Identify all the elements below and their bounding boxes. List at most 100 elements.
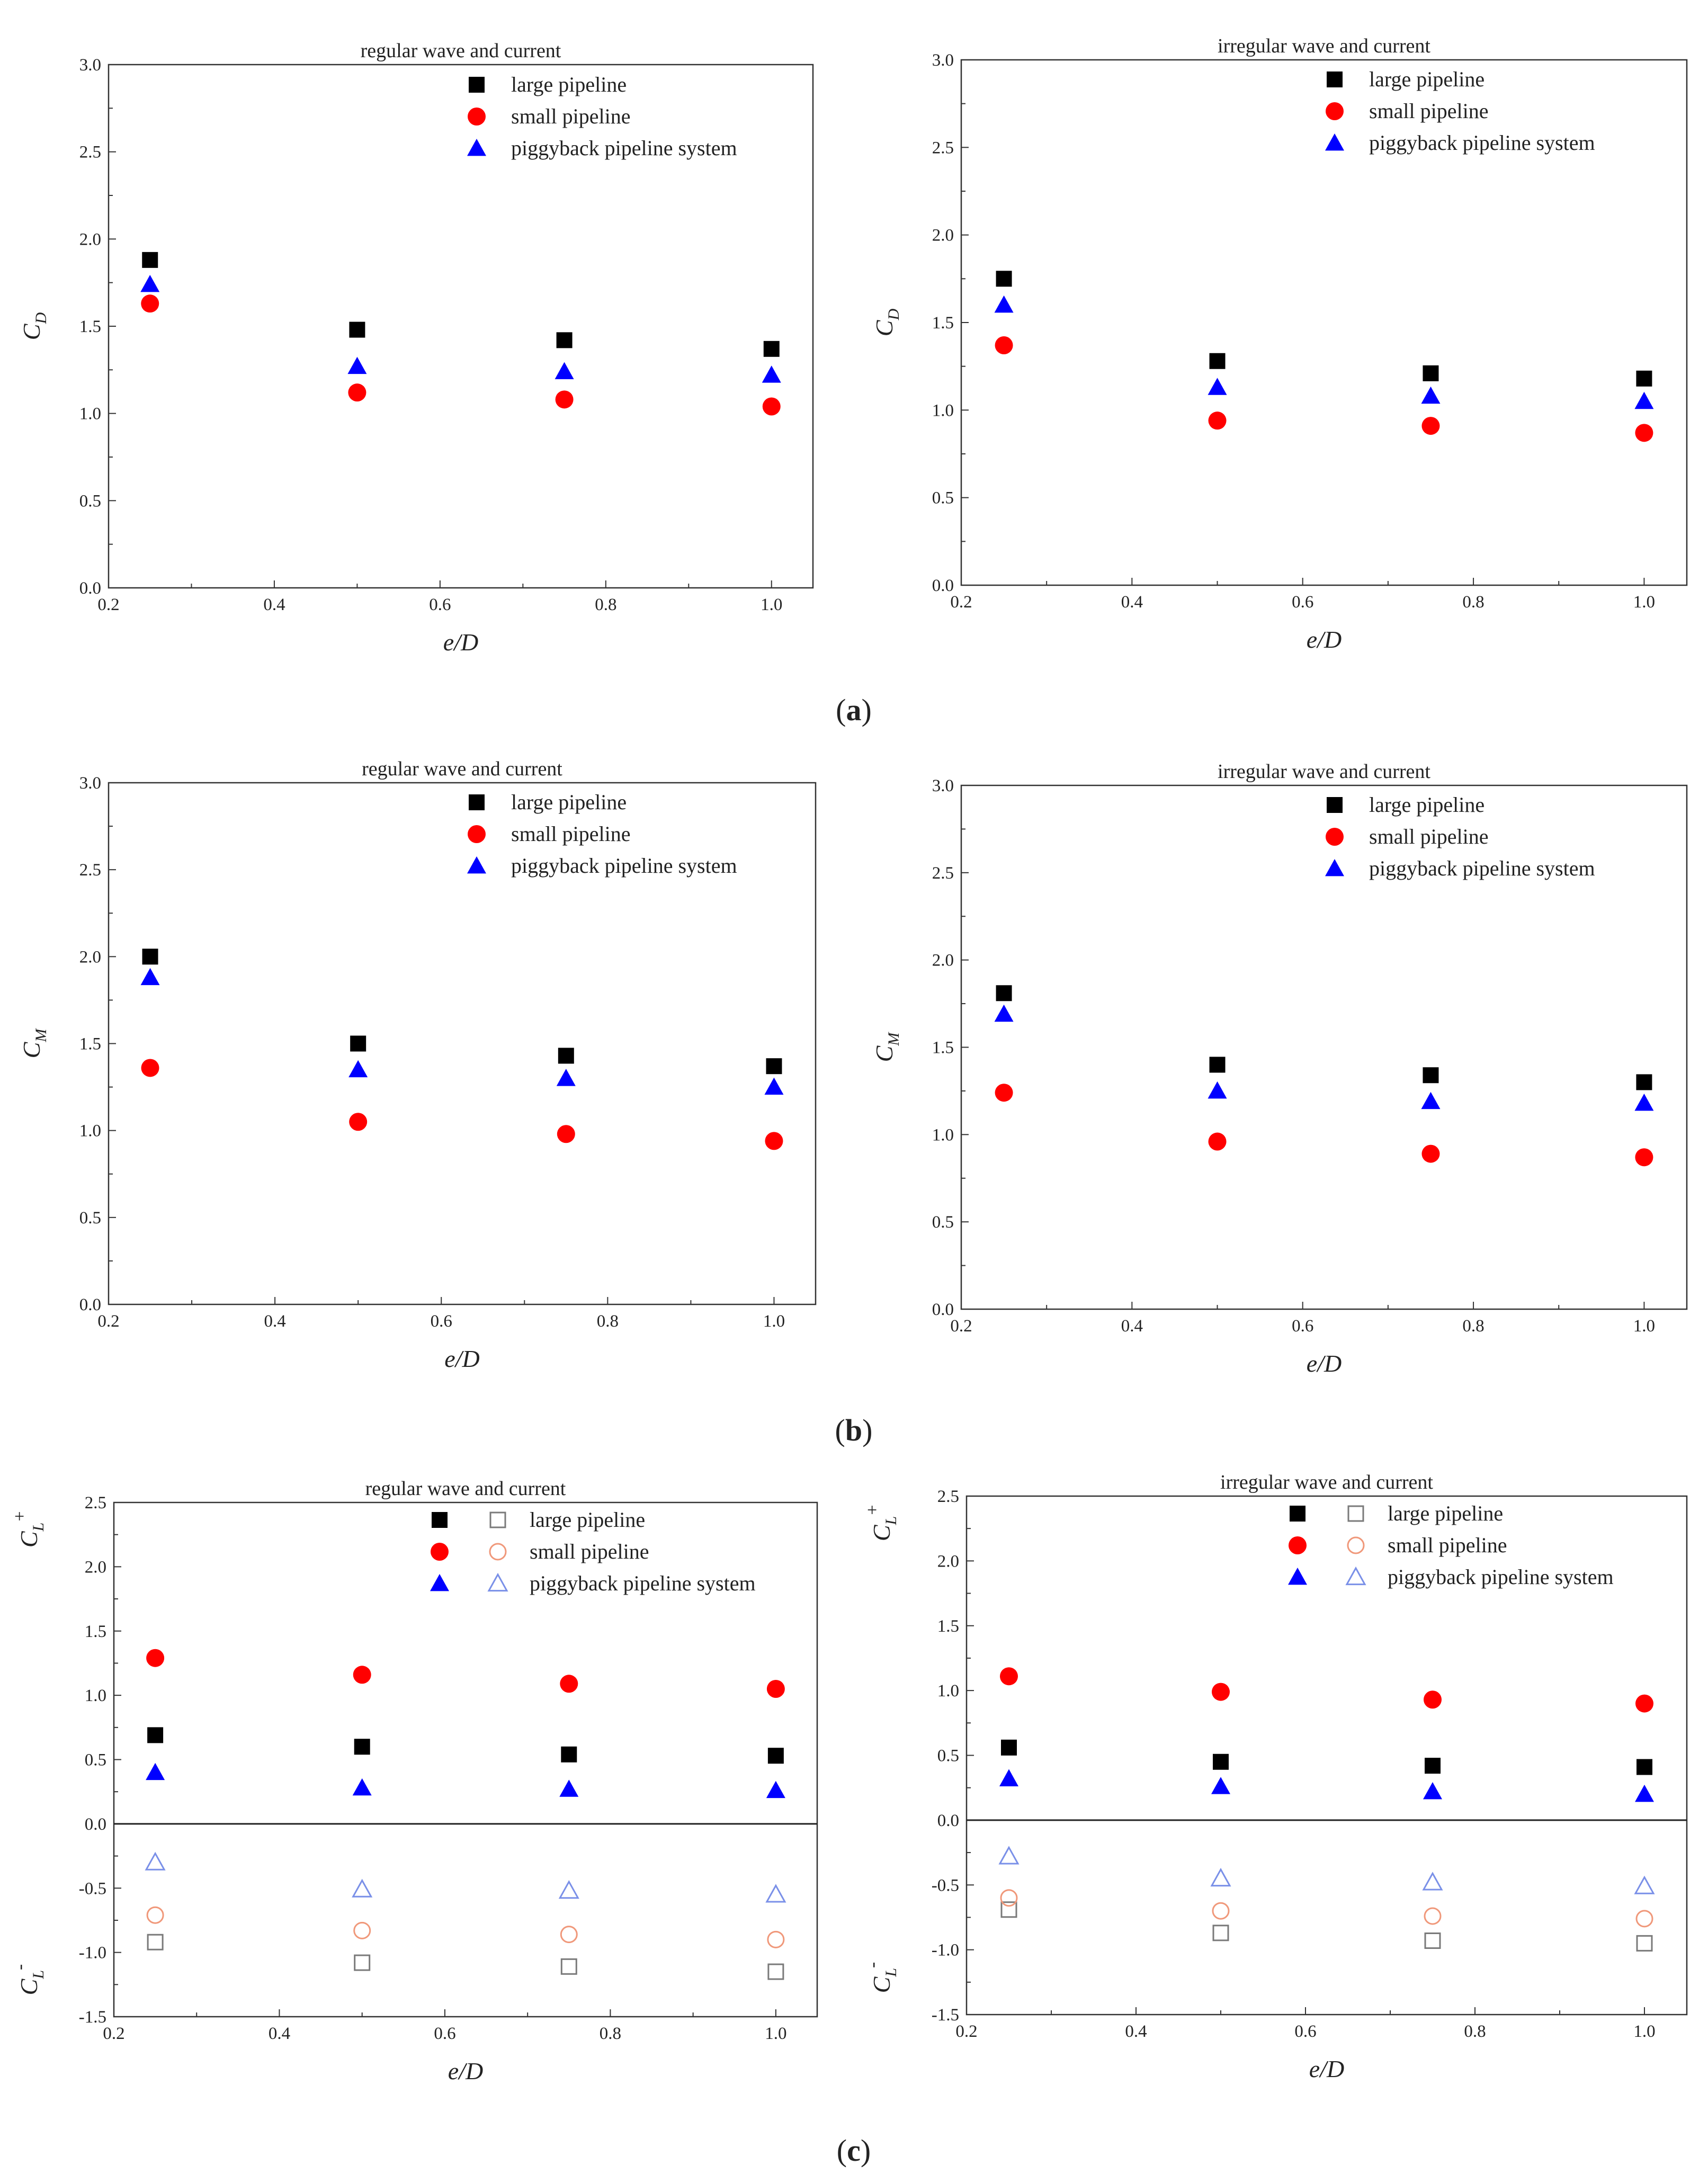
data-point [762, 397, 781, 416]
y-tick-label: 0.0 [85, 1815, 106, 1834]
series-circle-open [1000, 1889, 1653, 1928]
x-tick-label: 0.8 [1462, 593, 1484, 612]
y-tick-label: 2.5 [79, 143, 101, 162]
y-tick-label: 0.5 [85, 1751, 106, 1770]
data-point [1208, 1132, 1227, 1151]
legend: large pipeline small pipeline piggyback pi… [1325, 793, 1595, 880]
data-point [1209, 353, 1226, 369]
chart-6: irregular wave and current 0.2 0.4 0.6 0.8 1.… [863, 1471, 1688, 2082]
series-square [142, 949, 782, 1075]
y-axis-label-sub: D [32, 312, 50, 324]
x-tick-label: 0.2 [950, 593, 972, 612]
panel-label-close-paren: ) [862, 693, 872, 727]
data-point [147, 1727, 164, 1743]
chart-title: regular wave and current [362, 758, 562, 780]
legend-marker [1290, 1506, 1305, 1522]
data-point [1424, 1907, 1442, 1925]
legend: large pipeline small pipeline piggyback pi… [430, 1508, 756, 1595]
y-tick-label: 0.0 [79, 1295, 101, 1314]
y-tick-label: 2.5 [932, 864, 954, 883]
x-tick-label: 0.6 [1292, 593, 1313, 612]
legend-marker [1288, 1568, 1307, 1585]
data-point [1208, 1081, 1227, 1099]
series-square [996, 271, 1652, 387]
panel-label-letter: a [846, 693, 862, 727]
data-point [1424, 1932, 1441, 1949]
y-tick-label: 1.0 [932, 1125, 954, 1144]
data-point [766, 1058, 782, 1075]
y-tick-label: -0.5 [79, 1879, 106, 1898]
chart-3: regular wave and current 0.2 0.4 0.6 0.8 1.0 0… [18, 758, 817, 1372]
data-point [1424, 1690, 1442, 1709]
y-axis-label-top: CL+ [10, 1510, 47, 1547]
y-tick-label: 1.0 [937, 1681, 959, 1701]
series-triangle [999, 1769, 1654, 1802]
series-triangle-open [998, 1846, 1655, 1894]
legend-label: large pipeline [1369, 793, 1485, 817]
panel-label-letter: b [845, 1413, 862, 1447]
series-circle [1000, 1667, 1653, 1713]
data-point [1211, 1777, 1230, 1794]
y-tick-label: 3.0 [79, 774, 101, 793]
legend-marker-open [489, 1543, 507, 1561]
data-point [146, 1906, 164, 1924]
x-tick-label: 0.8 [1464, 2022, 1486, 2041]
x-tick-label: 1.0 [1633, 2022, 1655, 2041]
y-tick-label: -0.5 [932, 1876, 959, 1895]
data-point [1209, 1057, 1226, 1073]
series-square [1001, 1739, 1652, 1775]
data-point [558, 1880, 579, 1899]
panel-label-a: (a) [836, 693, 872, 727]
data-point [354, 1954, 371, 1971]
data-point [142, 949, 158, 965]
y-tick-label: 0.0 [932, 576, 954, 595]
data-point [145, 1851, 166, 1871]
x-tick-label: 0.6 [431, 1312, 452, 1331]
series-circle [995, 336, 1653, 442]
panel-label-letter: c [847, 2133, 861, 2168]
legend-label: piggyback pipeline system [1369, 131, 1595, 155]
legend-marker [432, 1512, 448, 1528]
data-point [561, 1746, 577, 1762]
data-point [1636, 370, 1652, 387]
data-point [1212, 1925, 1229, 1942]
legend-marker [467, 139, 486, 156]
y-axis-label-bottom-main: C [868, 1976, 895, 1993]
legend: large pipeline small pipeline piggyback pi… [1288, 1501, 1614, 1589]
data-point [560, 1926, 578, 1944]
panel-label-open-paren: ( [836, 693, 846, 727]
x-tick-label: 0.2 [97, 595, 119, 614]
data-point [556, 332, 573, 348]
data-point [1635, 1148, 1653, 1167]
y-tick-label: 2.5 [932, 138, 954, 157]
data-point [1637, 1759, 1652, 1775]
y-tick-label: 3.0 [932, 776, 954, 795]
y-tick-label: 1.0 [85, 1686, 106, 1705]
data-point [1000, 1667, 1018, 1686]
data-point [1212, 1902, 1230, 1920]
series-square-open [1000, 1901, 1653, 1952]
x-tick-label: 0.6 [1294, 2022, 1316, 2041]
y-tick-label: 2.0 [85, 1558, 106, 1577]
series-square [142, 252, 780, 357]
legend-label: piggyback pipeline system [511, 854, 737, 878]
y-tick-label: 1.0 [932, 401, 954, 420]
legend-marker [468, 825, 486, 843]
x-tick-label: 0.6 [434, 2024, 455, 2043]
y-tick-label: 2.5 [937, 1487, 959, 1506]
data-point [1000, 1901, 1017, 1918]
y-axis-label-bottom-main: C [15, 1978, 42, 1995]
data-point [141, 1059, 159, 1077]
data-point [146, 1649, 165, 1667]
series-circle [141, 294, 781, 416]
data-point [141, 294, 159, 313]
x-tick-label: 0.4 [1125, 2022, 1147, 2041]
legend-label: large pipeline [511, 73, 627, 96]
data-point [557, 1125, 575, 1143]
legend-marker [1289, 1536, 1307, 1554]
data-point [1635, 424, 1653, 442]
data-point [348, 1060, 368, 1078]
legend-marker-open [1345, 1566, 1366, 1586]
chart-5: regular wave and current 0.2 0.4 0.6 0.8 1.0 -… [10, 1478, 818, 2084]
